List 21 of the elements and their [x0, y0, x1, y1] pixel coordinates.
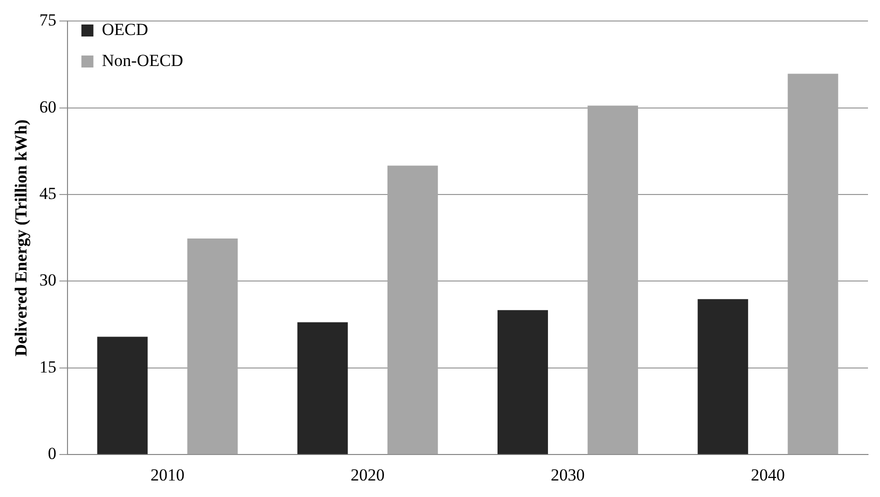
bar — [187, 238, 238, 454]
legend-label: OECD — [102, 20, 148, 39]
bar — [387, 166, 438, 454]
bar — [97, 336, 148, 454]
y-tick-label: 45 — [39, 184, 56, 204]
y-tick-label: 15 — [39, 357, 56, 376]
x-tick-label: 2030 — [550, 465, 585, 484]
legend-label: Non-OECD — [102, 50, 184, 70]
bar — [698, 299, 748, 454]
x-tick-label: 2010 — [150, 465, 184, 484]
y-tick-label: 60 — [39, 97, 56, 116]
bar — [498, 310, 548, 454]
y-tick-label: 0 — [48, 444, 56, 464]
bar — [588, 106, 638, 454]
y-tick-label: 75 — [39, 10, 56, 30]
x-tick-label: 2040 — [750, 465, 785, 484]
y-tick-label: 30 — [39, 270, 56, 290]
bar — [297, 322, 348, 454]
y-axis-title: Delivered Energy (Trillion kWh) — [12, 119, 31, 356]
bar — [788, 74, 838, 454]
x-tick-label: 2020 — [350, 465, 385, 484]
